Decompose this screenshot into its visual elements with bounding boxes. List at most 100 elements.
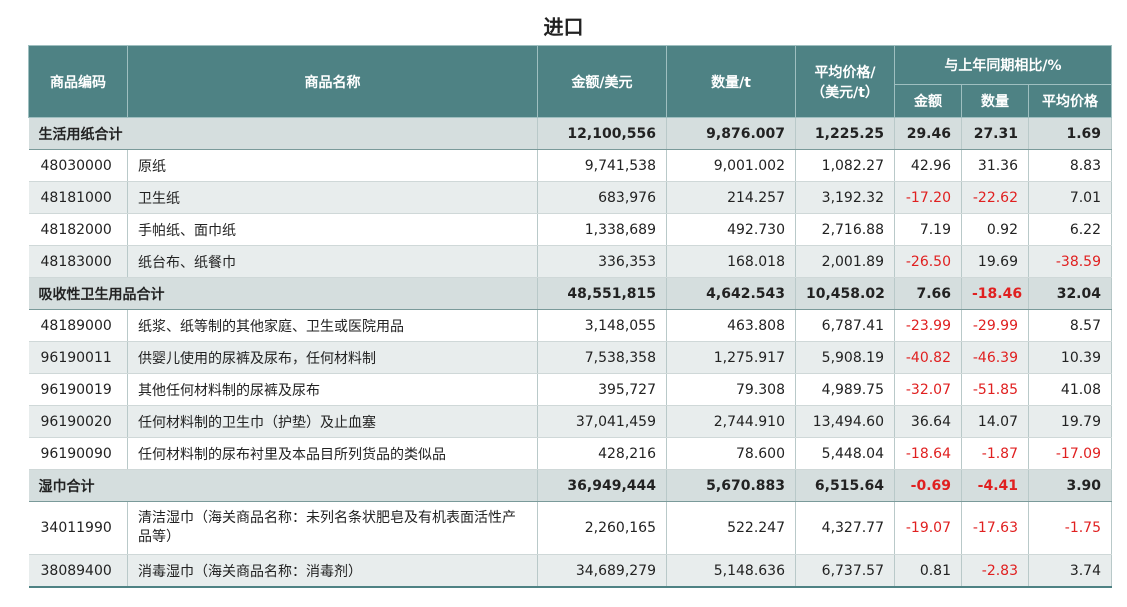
cell-yoy-amount: -40.82 (894, 341, 962, 374)
cell-code: 48181000 (28, 181, 128, 214)
cell-yoy-amount: -32.07 (894, 373, 962, 406)
subtotal-row: 生活用纸合计 12,100,556 9,876.007 1,225.25 29.46 27… (28, 117, 1112, 150)
cell-yoy-amount: -19.07 (894, 501, 962, 555)
cell-amount: 9,741,538 (537, 149, 667, 182)
cell-code: 48183000 (28, 245, 128, 278)
cell-name: 纸台布、纸餐巾 (127, 245, 538, 278)
cell-code: 48189000 (28, 309, 128, 342)
cell-yoy-price: 1.69 (1028, 117, 1112, 150)
import-table: 商品编码 商品名称 金额/美元 数量/t 平均价格/ （美元/t） 与上年同期相… (28, 45, 1112, 588)
cell-amount: 7,538,358 (537, 341, 667, 374)
cell-amount: 12,100,556 (537, 117, 667, 150)
cell-yoy-qty: -17.63 (961, 501, 1029, 555)
cell-code: 96190020 (28, 405, 128, 438)
header-name: 商品名称 (127, 45, 538, 118)
cell-price: 3,192.32 (795, 181, 895, 214)
cell-amount: 336,353 (537, 245, 667, 278)
header-amount: 金额/美元 (537, 45, 667, 118)
cell-code: 96190090 (28, 437, 128, 470)
subtotal-row: 湿巾合计 36,949,444 5,670.883 6,515.64 -0.69 -4.4… (28, 469, 1112, 502)
cell-yoy-amount: 0.81 (894, 554, 962, 588)
cell-yoy-amount: 7.19 (894, 213, 962, 246)
cell-price: 6,787.41 (795, 309, 895, 342)
cell-code: 48030000 (28, 149, 128, 182)
cell-yoy-price: 10.39 (1028, 341, 1112, 374)
cell-qty: 4,642.543 (666, 277, 796, 310)
cell-price: 1,225.25 (795, 117, 895, 150)
table-row: 38089400 消毒湿巾（海关商品名称：消毒剂） 34,689,279 5,148.… (28, 554, 1112, 588)
cell-amount: 428,216 (537, 437, 667, 470)
cell-qty: 168.018 (666, 245, 796, 278)
table-row: 96190019 其他任何材料制的尿裤及尿布 395,727 79.308 4,989.… (28, 373, 1112, 406)
cell-qty: 522.247 (666, 501, 796, 555)
cell-qty: 214.257 (666, 181, 796, 214)
cell-yoy-price: 32.04 (1028, 277, 1112, 310)
header-yoy-price: 平均价格 (1028, 84, 1112, 118)
cell-qty: 5,670.883 (666, 469, 796, 502)
table-row: 48189000 纸浆、纸等制的其他家庭、卫生或医院用品 3,148,055 463.… (28, 309, 1112, 342)
cell-yoy-qty: 27.31 (961, 117, 1029, 150)
header-yoy: 与上年同期相比/% (894, 45, 1112, 85)
cell-name: 清洁湿巾（海关商品名称：未列名条状肥皂及有机表面活性产品等） (127, 501, 538, 555)
cell-yoy-qty: -22.62 (961, 181, 1029, 214)
cell-name: 供婴儿使用的尿裤及尿布，任何材料制 (127, 341, 538, 374)
cell-yoy-qty: -18.46 (961, 277, 1029, 310)
subtotal-row: 吸收性卫生用品合计 48,551,815 4,642.543 10,458.02 7.6… (28, 277, 1112, 310)
cell-yoy-amount: 29.46 (894, 117, 962, 150)
cell-code: 96190011 (28, 341, 128, 374)
header-price: 平均价格/ （美元/t） (795, 45, 895, 118)
cell-name: 手帕纸、面巾纸 (127, 213, 538, 246)
table-body: 生活用纸合计 12,100,556 9,876.007 1,225.25 29.46 27… (28, 117, 1112, 588)
header-price-line2: （美元/t） (811, 84, 879, 101)
cell-yoy-amount: 42.96 (894, 149, 962, 182)
cell-yoy-qty: -29.99 (961, 309, 1029, 342)
cell-yoy-qty: -2.83 (961, 554, 1029, 588)
cell-amount: 34,689,279 (537, 554, 667, 588)
cell-yoy-price: 41.08 (1028, 373, 1112, 406)
cell-yoy-amount: -17.20 (894, 181, 962, 214)
cell-name: 原纸 (127, 149, 538, 182)
cell-amount: 395,727 (537, 373, 667, 406)
cell-name: 纸浆、纸等制的其他家庭、卫生或医院用品 (127, 309, 538, 342)
cell-yoy-price: 7.01 (1028, 181, 1112, 214)
cell-name: 任何材料制的卫生巾（护垫）及止血塞 (127, 405, 538, 438)
cell-amount: 1,338,689 (537, 213, 667, 246)
cell-qty: 9,876.007 (666, 117, 796, 150)
cell-yoy-qty: -46.39 (961, 341, 1029, 374)
table-row: 48182000 手帕纸、面巾纸 1,338,689 492.730 2,716.88 7… (28, 213, 1112, 246)
cell-price: 4,989.75 (795, 373, 895, 406)
cell-yoy-qty: 31.36 (961, 149, 1029, 182)
cell-amount: 48,551,815 (537, 277, 667, 310)
cell-yoy-amount: -26.50 (894, 245, 962, 278)
cell-yoy-price: -17.09 (1028, 437, 1112, 470)
cell-price: 5,908.19 (795, 341, 895, 374)
cell-qty: 9,001.002 (666, 149, 796, 182)
header-code: 商品编码 (28, 45, 128, 118)
cell-yoy-price: -38.59 (1028, 245, 1112, 278)
cell-yoy-price: 19.79 (1028, 405, 1112, 438)
cell-qty: 1,275.917 (666, 341, 796, 374)
header-price-line1: 平均价格/ (814, 64, 876, 81)
cell-name: 任何材料制的尿布衬里及本品目所列货品的类似品 (127, 437, 538, 470)
cell-code: 48182000 (28, 213, 128, 246)
table-row: 48183000 纸台布、纸餐巾 336,353 168.018 2,001.89 -26… (28, 245, 1112, 278)
table-row: 34011990 清洁湿巾（海关商品名称：未列名条状肥皂及有机表面活性产品等） 2,… (28, 501, 1112, 555)
cell-yoy-amount: 7.66 (894, 277, 962, 310)
header-yoy-qty: 数量 (961, 84, 1029, 118)
subtotal-label: 吸收性卫生用品合计 (28, 277, 538, 310)
cell-qty: 463.808 (666, 309, 796, 342)
cell-price: 13,494.60 (795, 405, 895, 438)
cell-code: 34011990 (28, 501, 128, 555)
subtotal-label: 湿巾合计 (28, 469, 538, 502)
cell-yoy-qty: -51.85 (961, 373, 1029, 406)
header-qty: 数量/t (666, 45, 796, 118)
cell-yoy-price: -1.75 (1028, 501, 1112, 555)
table-row: 96190011 供婴儿使用的尿裤及尿布，任何材料制 7,538,358 1,275.… (28, 341, 1112, 374)
cell-yoy-qty: -4.41 (961, 469, 1029, 502)
cell-yoy-price: 6.22 (1028, 213, 1112, 246)
cell-qty: 5,148.636 (666, 554, 796, 588)
cell-code: 38089400 (28, 554, 128, 588)
cell-qty: 492.730 (666, 213, 796, 246)
cell-yoy-amount: -0.69 (894, 469, 962, 502)
cell-yoy-price: 8.57 (1028, 309, 1112, 342)
